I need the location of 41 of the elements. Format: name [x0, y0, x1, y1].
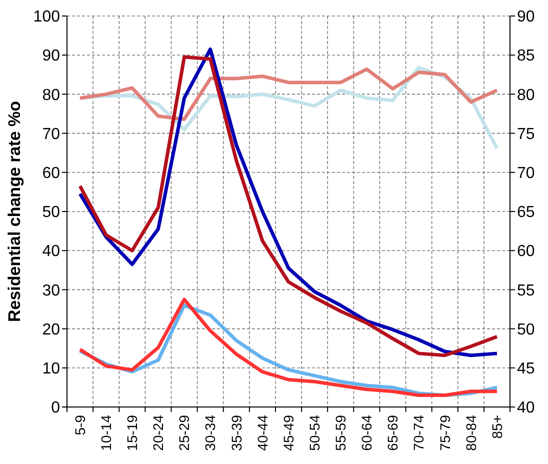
y2-tick-label: 70 [517, 165, 535, 182]
x-tick-label: 85+ [488, 415, 505, 439]
x-tick-label: 50-54 [306, 414, 322, 451]
y-tick-label: 100 [33, 8, 60, 26]
x-tick-label: 20-24 [150, 414, 166, 451]
y-tick-label: 90 [42, 48, 60, 65]
x-tick-label: 80-84 [462, 414, 479, 451]
y2-tick-label: 90 [517, 8, 535, 26]
y-axis-title: Residential change rate %o [5, 100, 24, 322]
x-tick-label: 5-9 [72, 414, 88, 436]
y-tick-label: 10 [42, 360, 60, 378]
y-tick-label: 40 [42, 243, 60, 260]
x-tick-label: 55-59 [332, 414, 349, 451]
y-tick-label: 50 [42, 204, 60, 222]
x-tick-label: 75-79 [436, 414, 453, 451]
x-tick-label: 70-74 [410, 414, 427, 451]
y2-tick-label: 55 [517, 282, 535, 300]
x-tick-label: 10-14 [98, 414, 114, 451]
y2-tick-label: 75 [517, 126, 535, 143]
y2-tick-label: 65 [517, 204, 535, 222]
y-tick-label: 30 [42, 282, 60, 300]
line-series [78, 67, 499, 121]
x-tick-label: 30-34 [202, 414, 218, 451]
y2-tick-label: 85 [517, 48, 535, 65]
y-tick-label: 80 [42, 86, 60, 104]
y2-tick-label: 50 [517, 321, 535, 338]
x-tick-label: 60-64 [358, 414, 375, 451]
y2-tick-label: 60 [517, 243, 535, 260]
y-tick-label: 60 [42, 165, 60, 182]
y-tick-label: 70 [42, 126, 60, 143]
x-tick-label: 40-44 [254, 414, 270, 451]
y2-tick-label: 45 [517, 360, 535, 378]
y2-tick-label: 40 [517, 400, 535, 417]
x-tick-label: 35-39 [228, 414, 244, 451]
x-tick-label: 65-69 [384, 414, 401, 451]
x-tick-label: 15-19 [124, 414, 140, 451]
x-tick-label: 25-29 [176, 414, 192, 451]
y2-tick-label: 80 [517, 86, 535, 104]
y-tick-label: 0 [51, 400, 60, 417]
x-tick-label: 45-49 [280, 414, 296, 451]
y-tick-label: 20 [42, 321, 60, 338]
